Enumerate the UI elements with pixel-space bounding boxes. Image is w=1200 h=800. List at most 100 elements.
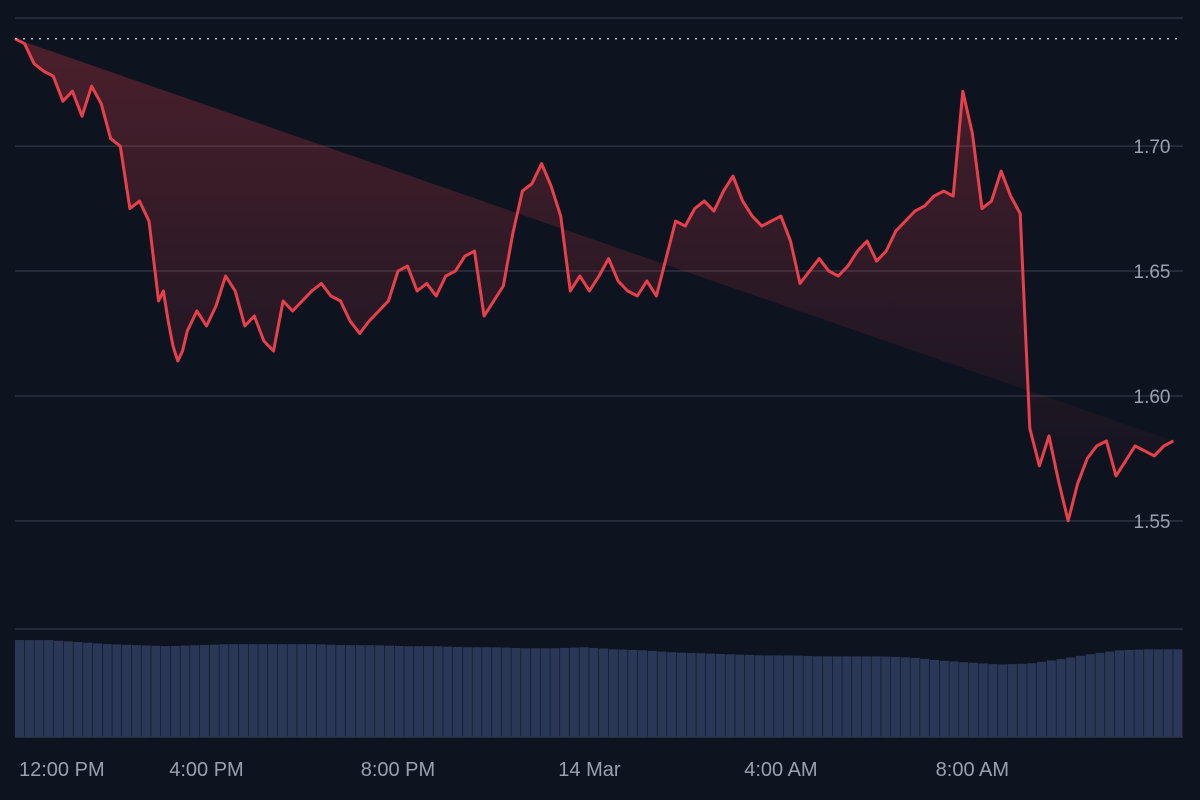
volume-bar bbox=[268, 644, 278, 737]
volume-bar bbox=[229, 644, 239, 737]
volume-bar bbox=[443, 646, 453, 737]
volume-bar bbox=[715, 653, 725, 737]
volume-bar bbox=[745, 654, 755, 737]
volume-bar bbox=[959, 662, 969, 737]
volume-bar bbox=[1007, 664, 1017, 737]
volume-bar bbox=[1027, 663, 1037, 737]
volume-bar bbox=[287, 644, 297, 737]
volume-bar bbox=[161, 646, 171, 737]
volume-bar bbox=[628, 649, 638, 737]
volume-bar bbox=[15, 640, 25, 737]
volume-bar bbox=[1163, 649, 1173, 737]
volume-bar bbox=[92, 643, 102, 737]
volume-bar bbox=[608, 649, 618, 737]
x-tick-label: 14 Mar bbox=[558, 759, 621, 781]
y-tick-label: 1.55 bbox=[1134, 512, 1171, 533]
volume-bar bbox=[1085, 654, 1095, 737]
volume-bars bbox=[15, 640, 1183, 737]
volume-bar bbox=[453, 646, 463, 737]
volume-bar bbox=[384, 645, 394, 737]
volume-bar bbox=[414, 646, 424, 737]
price-area-fill bbox=[15, 38, 1174, 521]
volume-bar bbox=[832, 656, 842, 737]
volume-bar bbox=[579, 647, 589, 737]
volume-bar bbox=[1144, 649, 1154, 737]
x-tick-label: 8:00 AM bbox=[936, 759, 1009, 781]
volume-bar bbox=[599, 648, 609, 737]
volume-bar bbox=[141, 645, 151, 737]
volume-bar bbox=[560, 647, 570, 737]
volume-bar bbox=[219, 644, 229, 737]
volume-bar bbox=[1153, 649, 1163, 737]
volume-bar bbox=[44, 640, 54, 737]
volume-bar bbox=[968, 662, 978, 737]
volume-bar bbox=[1056, 659, 1066, 737]
volume-bar bbox=[910, 657, 920, 737]
volume-bar bbox=[696, 653, 706, 737]
volume-bar bbox=[706, 653, 716, 737]
volume-bar bbox=[842, 656, 852, 737]
volume-bar bbox=[988, 664, 998, 737]
volume-bar bbox=[550, 648, 560, 737]
volume-bar bbox=[102, 644, 112, 737]
volume-bar bbox=[667, 652, 677, 737]
volume-bar bbox=[569, 647, 579, 737]
volume-bar bbox=[1075, 655, 1086, 737]
volume-bar bbox=[735, 654, 745, 737]
volume-bar bbox=[63, 641, 73, 737]
volume-bar bbox=[1173, 649, 1183, 737]
volume-bar bbox=[199, 644, 210, 737]
volume-bar bbox=[929, 659, 940, 737]
price-line bbox=[14, 37, 1175, 523]
volume-bar bbox=[277, 644, 287, 737]
x-tick-label: 12:00 PM bbox=[19, 759, 105, 781]
volume-bar bbox=[686, 652, 696, 737]
volume-bar bbox=[238, 644, 248, 737]
volume-bar bbox=[764, 655, 774, 737]
volume-bar bbox=[657, 651, 667, 737]
volume-bar bbox=[511, 647, 521, 737]
volume-bar bbox=[676, 652, 686, 737]
volume-bar bbox=[375, 645, 385, 737]
volume-bar bbox=[316, 644, 326, 737]
volume-bar bbox=[783, 655, 794, 737]
volume-bar bbox=[891, 656, 901, 737]
volume-bar bbox=[180, 645, 190, 737]
volume-bar bbox=[725, 654, 735, 737]
volume-bar bbox=[822, 656, 832, 737]
volume-bar bbox=[998, 664, 1008, 737]
volume-bar bbox=[336, 645, 346, 737]
volume-bar bbox=[394, 646, 404, 737]
volume-bar bbox=[73, 642, 83, 737]
volume-bar bbox=[345, 645, 356, 737]
volume-bar bbox=[754, 655, 764, 737]
volume-bar bbox=[540, 648, 550, 737]
volume-bar bbox=[472, 647, 482, 737]
volume-bar bbox=[1037, 661, 1047, 737]
volume-bar bbox=[83, 642, 93, 737]
volume-bar bbox=[637, 650, 648, 737]
volume-bar bbox=[803, 655, 813, 737]
volume-bar bbox=[131, 645, 141, 737]
volume-bar bbox=[297, 644, 307, 737]
volume-bar bbox=[852, 656, 862, 737]
volume-bar bbox=[1017, 663, 1027, 737]
y-axis-labels: 1.55 1.60 1.65 1.70 bbox=[1134, 137, 1171, 533]
volume-bar bbox=[248, 644, 258, 737]
volume-bar bbox=[920, 658, 930, 737]
volume-bar bbox=[530, 648, 540, 737]
volume-bar bbox=[501, 647, 511, 737]
volume-bar bbox=[521, 648, 531, 737]
volume-bar bbox=[1095, 652, 1105, 737]
volume-bar bbox=[482, 647, 492, 737]
volume-bar bbox=[433, 646, 443, 737]
volume-bar bbox=[861, 656, 871, 737]
volume-bar bbox=[949, 661, 959, 737]
volume-bar bbox=[122, 644, 132, 737]
volume-bar bbox=[170, 645, 180, 737]
volume-bar bbox=[326, 644, 336, 737]
volume-bar bbox=[355, 645, 365, 737]
volume-bar bbox=[589, 647, 599, 737]
volume-bar bbox=[491, 647, 502, 737]
volume-bar bbox=[978, 663, 988, 737]
